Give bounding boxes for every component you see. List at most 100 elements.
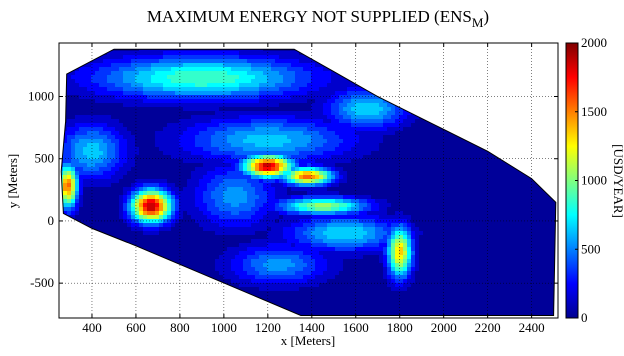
contour-cell xyxy=(335,271,340,276)
contour-cell xyxy=(159,147,164,152)
contour-cell xyxy=(163,231,168,236)
contour-cell xyxy=(335,259,340,264)
contour-cell xyxy=(79,83,84,88)
contour-cell xyxy=(63,199,68,204)
contour-cell xyxy=(327,283,332,288)
contour-cell xyxy=(263,215,268,220)
contour-cell xyxy=(247,223,252,228)
contour-cell xyxy=(131,83,136,88)
contour-cell xyxy=(95,187,100,192)
contour-cell xyxy=(343,87,348,92)
contour-cell xyxy=(343,259,348,264)
contour-cell xyxy=(115,103,120,108)
contour-cell xyxy=(103,203,108,208)
contour-cell xyxy=(115,135,120,140)
contour-cell xyxy=(227,167,232,172)
contour-cell xyxy=(159,55,164,60)
contour-cell xyxy=(139,159,144,164)
contour-cell xyxy=(331,275,336,280)
contour-cell xyxy=(227,223,232,228)
contour-cell xyxy=(183,51,188,56)
contour-cell xyxy=(195,139,200,144)
contour-cell xyxy=(315,295,320,300)
contour-cell xyxy=(315,183,320,188)
contour-cell xyxy=(239,203,244,208)
contour-cell xyxy=(283,75,288,80)
contour-cell xyxy=(191,131,196,136)
contour-cell xyxy=(259,91,264,96)
contour-cell xyxy=(319,155,324,160)
contour-cell xyxy=(159,211,164,216)
contour-cell xyxy=(187,49,192,52)
contour-cell xyxy=(119,195,124,200)
contour-cell xyxy=(175,259,180,264)
contour-cell xyxy=(335,291,340,296)
contour-cell xyxy=(135,191,140,196)
contour-cell xyxy=(259,287,264,292)
contour-cell xyxy=(107,159,112,164)
contour-cell xyxy=(299,219,304,224)
contour-cell xyxy=(343,151,348,156)
contour-cell xyxy=(231,147,236,152)
contour-cell xyxy=(87,119,92,124)
contour-cell xyxy=(251,159,256,164)
contour-cell xyxy=(67,183,72,188)
contour-cell xyxy=(295,163,300,168)
contour-cell xyxy=(235,263,240,268)
contour-cell xyxy=(175,49,180,52)
contour-cell xyxy=(79,111,84,116)
contour-cell xyxy=(179,259,184,264)
contour-cell xyxy=(147,231,152,236)
contour-cell xyxy=(303,131,308,136)
contour-cell xyxy=(143,151,148,156)
contour-cell xyxy=(95,79,100,84)
contour-cell xyxy=(219,279,224,284)
contour-cell xyxy=(215,127,220,132)
contour-cell xyxy=(99,83,104,88)
contour-cell xyxy=(115,143,120,148)
contour-cell xyxy=(127,91,132,96)
contour-cell xyxy=(275,67,280,72)
contour-cell xyxy=(307,179,312,184)
contour-cell xyxy=(115,59,120,64)
contour-cell xyxy=(219,131,224,136)
contour-cell xyxy=(139,207,144,212)
contour-cell xyxy=(179,231,184,236)
contour-cell xyxy=(159,119,164,124)
contour-cell xyxy=(175,139,180,144)
contour-cell xyxy=(239,75,244,80)
contour-cell xyxy=(239,259,244,264)
contour-cell xyxy=(127,175,132,180)
contour-cell xyxy=(279,127,284,132)
contour-cell xyxy=(103,107,108,112)
contour-cell xyxy=(291,151,296,156)
contour-cell xyxy=(99,183,104,188)
contour-cell xyxy=(91,63,96,68)
contour-cell xyxy=(247,171,252,176)
contour-cell xyxy=(131,59,136,64)
contour-cell xyxy=(67,87,72,92)
contour-cell xyxy=(143,91,148,96)
contour-cell xyxy=(215,203,220,208)
contour-cell xyxy=(295,51,300,56)
contour-cell xyxy=(131,123,136,128)
contour-cell xyxy=(239,179,244,184)
contour-cell xyxy=(223,91,228,96)
contour-cell xyxy=(183,179,188,184)
contour-cell xyxy=(179,239,184,244)
contour-cell xyxy=(307,171,312,176)
contour-cell xyxy=(231,171,236,176)
contour-cell xyxy=(123,211,128,216)
contour-cell xyxy=(307,155,312,160)
contour-cell xyxy=(271,119,276,124)
contour-cell xyxy=(183,135,188,140)
contour-cell xyxy=(103,111,108,116)
contour-cell xyxy=(259,187,264,192)
contour-cell xyxy=(291,251,296,256)
contour-cell xyxy=(227,103,232,108)
contour-cell xyxy=(199,259,204,264)
contour-cell xyxy=(291,115,296,120)
contour-cell xyxy=(79,159,84,164)
contour-cell xyxy=(315,215,320,220)
contour-cell xyxy=(123,171,128,176)
